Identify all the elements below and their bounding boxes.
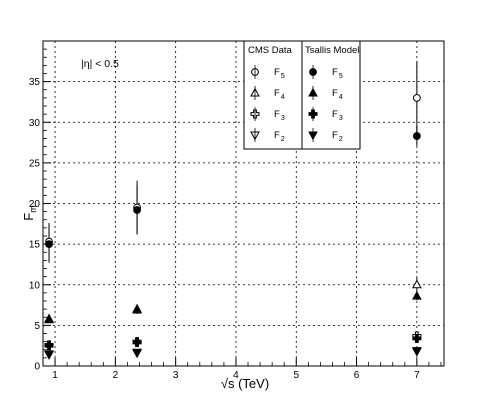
y-axis-title-text: Fm [21, 205, 38, 220]
y-tick-label: 30 [29, 118, 41, 129]
legend-label: F3 [274, 109, 285, 122]
data-point-f5 [133, 206, 141, 214]
legend-label: F2 [274, 130, 285, 143]
legend-label: F4 [274, 88, 285, 101]
legend-label: F5 [332, 67, 343, 80]
legend: CMS Data Tsallis Model F5 F4 F3 F2 F5 F4 F3 F2 [243, 40, 361, 150]
legend-title-tsallis: Tsallis Model [305, 45, 359, 56]
legend-label: F4 [332, 88, 343, 101]
x-tick-label: 6 [354, 370, 360, 381]
legend-entries: F5 F4 F3 F2 F5 F4 F3 F2 [250, 65, 343, 143]
data-point-f3 [132, 337, 142, 347]
data-point-f4 [132, 304, 142, 314]
data-point-f2 [132, 349, 142, 359]
x-tick-label: 1 [52, 370, 58, 381]
x-tick-label: 3 [173, 370, 179, 381]
y-tick-label: 10 [29, 280, 41, 291]
y-axis-title: Fm [21, 205, 38, 220]
x-tick-label: 7 [414, 370, 420, 381]
legend-label: F2 [332, 130, 343, 143]
data-point-f3 [412, 333, 422, 343]
y-tick-label: 35 [29, 77, 41, 88]
legend-title-cms: CMS Data [248, 45, 293, 56]
x-axis-title: √s (TeV) [221, 376, 269, 391]
data-point-f4 [44, 314, 54, 324]
y-tick-label: 5 [34, 321, 40, 332]
error-bars [48, 61, 418, 356]
data-point-f3 [44, 341, 54, 351]
legend-label: F3 [332, 109, 343, 122]
data-point-f4 [412, 290, 422, 300]
eta-annotation: |η| < 0.5 [81, 58, 119, 70]
data-point-f5 [45, 240, 53, 249]
data-point-f4 [412, 279, 422, 289]
data-point-f5 [412, 93, 421, 102]
legend-label: F5 [274, 67, 285, 80]
data-point-f5 [412, 132, 421, 140]
x-tick-label: 4 [233, 370, 239, 381]
x-tick-label: 2 [113, 370, 119, 381]
data-point-f2 [44, 351, 54, 360]
axis-ticks: 1 2 3 4 5 6 7 0 5 10 15 20 25 30 35 [29, 48, 442, 381]
data-points [44, 93, 422, 360]
x-tick-label: 5 [293, 370, 299, 381]
y-tick-label: 0 [34, 362, 40, 373]
y-tick-label: 15 [29, 240, 41, 251]
y-tick-label: 25 [29, 158, 41, 169]
y-tick-label: 20 [29, 199, 41, 210]
data-point-f2 [412, 347, 422, 357]
